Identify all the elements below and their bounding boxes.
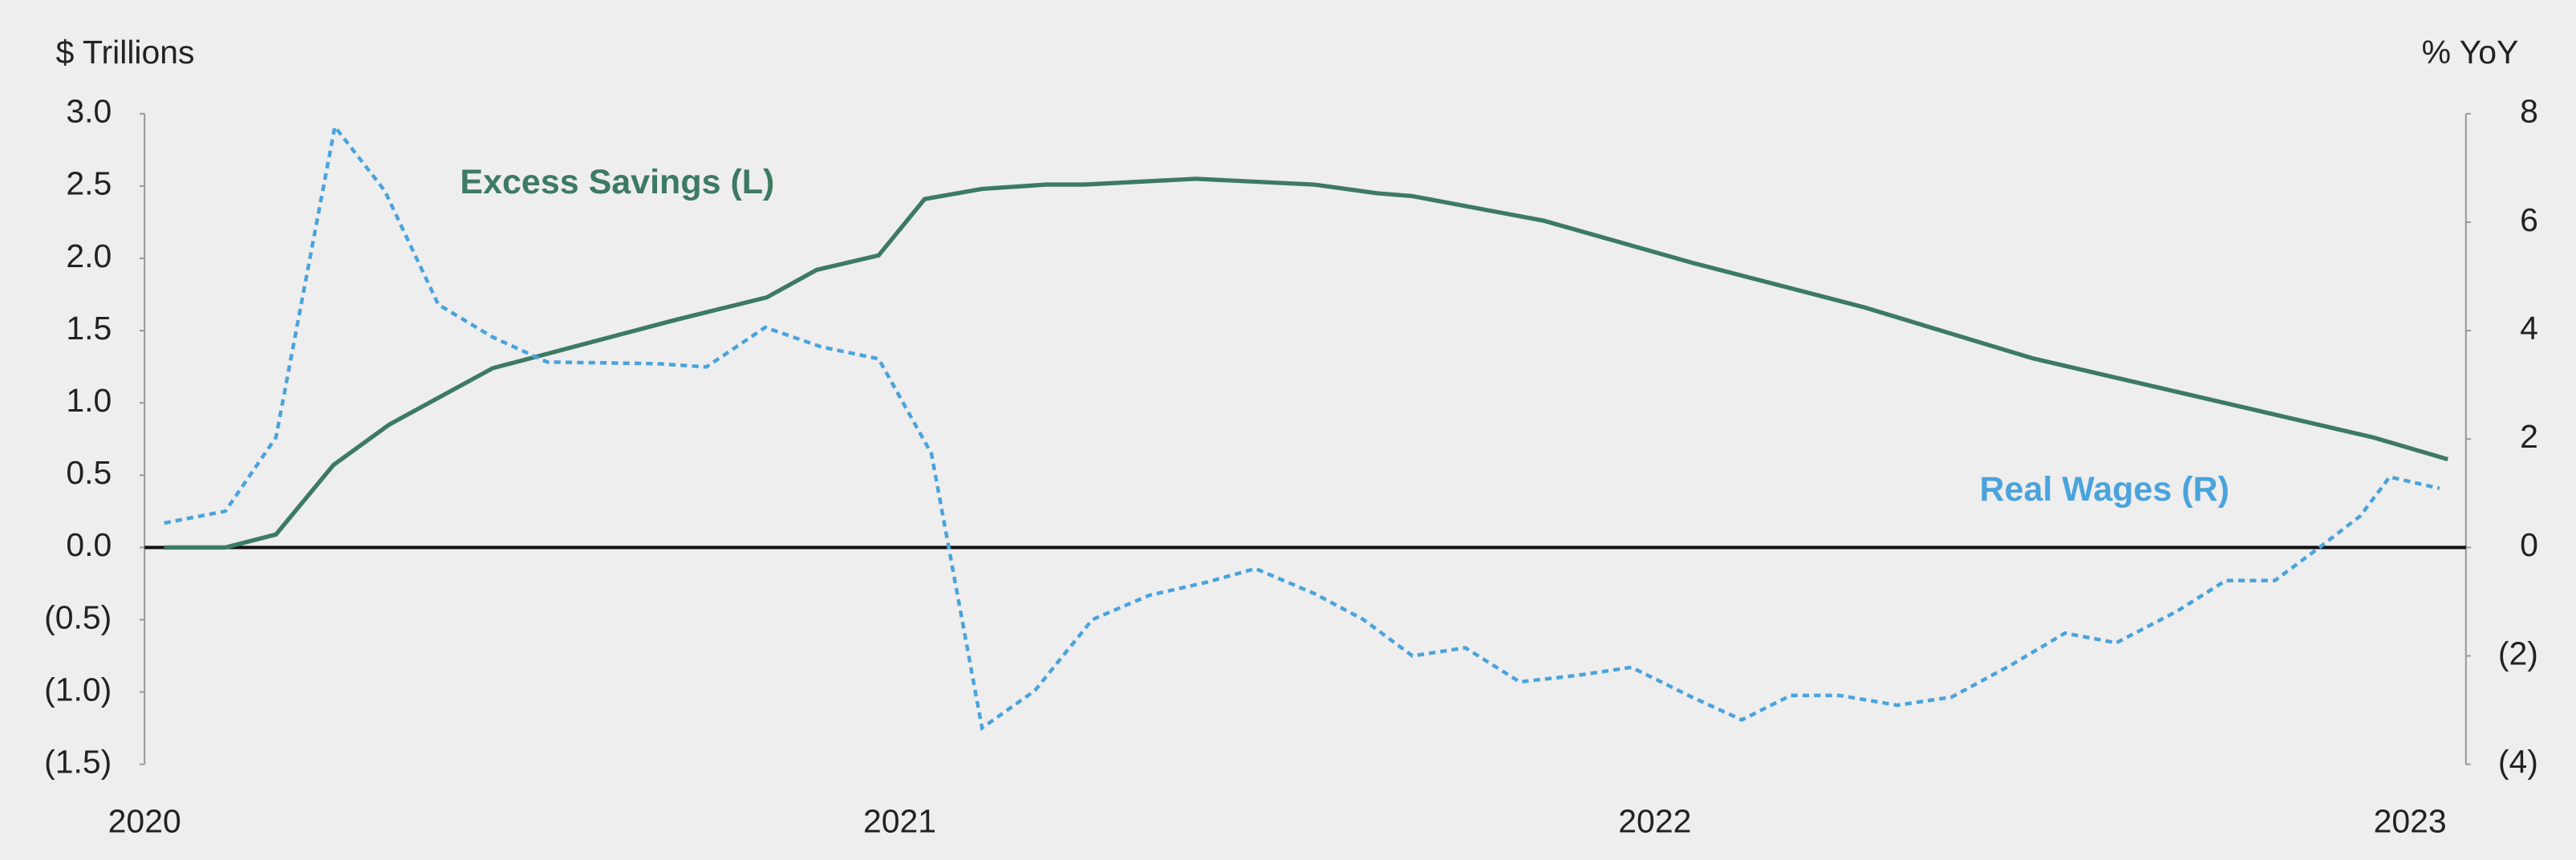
y-tick-label: 0.0 bbox=[66, 526, 112, 563]
y2-tick-label: (4) bbox=[2498, 744, 2538, 781]
y-tick-label: (1.5) bbox=[44, 744, 112, 781]
y2-tick-label: 8 bbox=[2520, 93, 2538, 130]
x-tick-label: 2021 bbox=[863, 802, 936, 839]
y2-axis-title: % YoY bbox=[2422, 34, 2519, 71]
y2-tick-label: 0 bbox=[2520, 526, 2538, 563]
x-tick-label: 2022 bbox=[1618, 802, 1691, 839]
series-label: Real Wages (R) bbox=[1979, 470, 2229, 509]
series-line bbox=[164, 122, 2440, 732]
y2-tick-label: 6 bbox=[2520, 201, 2538, 238]
x-tick-label: 2020 bbox=[108, 802, 181, 839]
y-tick-label: 3.0 bbox=[66, 93, 112, 130]
x-tick-label: 2023 bbox=[2374, 802, 2447, 839]
y-tick-label: 2.5 bbox=[66, 165, 112, 202]
y-tick-label: (1.0) bbox=[44, 671, 112, 708]
y-tick-label: 0.5 bbox=[66, 454, 112, 491]
y2-tick-label: (2) bbox=[2498, 635, 2538, 671]
y2-tick-label: 4 bbox=[2520, 310, 2538, 347]
y2-tick-label: 2 bbox=[2520, 418, 2538, 455]
y-tick-label: 2.0 bbox=[66, 237, 112, 274]
y-tick-label: (0.5) bbox=[44, 598, 112, 635]
y-tick-label: 1.0 bbox=[66, 382, 112, 419]
series-line bbox=[164, 176, 2448, 550]
y-axis-title: $ Trillions bbox=[56, 34, 195, 71]
y-tick-label: 1.5 bbox=[66, 310, 112, 347]
series-label: Excess Savings (L) bbox=[460, 163, 774, 201]
